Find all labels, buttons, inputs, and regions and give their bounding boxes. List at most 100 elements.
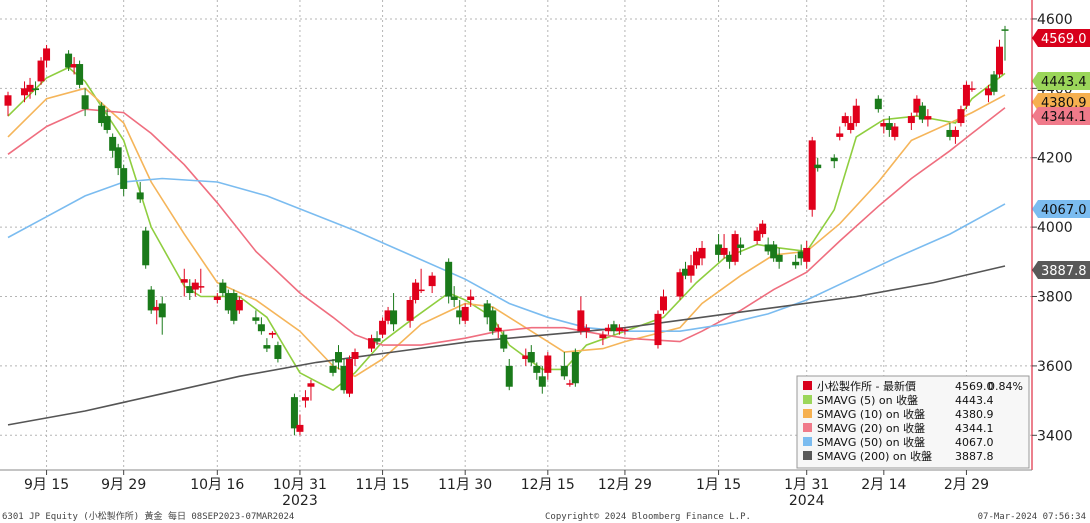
candle-body bbox=[351, 352, 359, 359]
candle-body bbox=[296, 424, 304, 432]
candle bbox=[263, 338, 271, 353]
candle bbox=[191, 279, 199, 297]
ma-line-5 bbox=[7, 265, 1006, 426]
candle bbox=[467, 289, 475, 307]
legend-swatch bbox=[803, 409, 812, 418]
candle bbox=[109, 133, 117, 158]
candle-body bbox=[659, 296, 667, 311]
candle-body bbox=[340, 365, 348, 391]
candle-body bbox=[142, 230, 150, 266]
candle bbox=[290, 393, 298, 436]
x-axis: 9月 15 9月 29 10月 16 10月 31 11月 15 11月 30 12月 15… bbox=[24, 470, 989, 509]
candle-body bbox=[610, 324, 618, 332]
candle bbox=[836, 126, 844, 141]
legend-label: 小松製作所 - 最新價 bbox=[817, 379, 916, 393]
candle bbox=[158, 296, 166, 335]
candle bbox=[544, 352, 552, 380]
ma-line-3 bbox=[7, 107, 1006, 346]
candle-body bbox=[560, 365, 568, 377]
candle-body bbox=[329, 365, 337, 373]
candle-body bbox=[533, 365, 541, 373]
candle-body bbox=[450, 296, 458, 300]
legend-row: SMAVG (5) on 收盤 4443.4 bbox=[803, 393, 994, 407]
candle-body bbox=[764, 244, 772, 252]
price-tag-bg bbox=[1032, 93, 1090, 111]
candle-body bbox=[715, 244, 723, 255]
candle bbox=[257, 317, 265, 335]
candle-body bbox=[384, 310, 392, 321]
legend-label: SMAVG (50) on 收盤 bbox=[817, 435, 925, 449]
candle-body bbox=[522, 355, 530, 359]
y-tick-label: 4200 bbox=[1037, 151, 1073, 167]
candle-body bbox=[70, 64, 78, 68]
candle bbox=[654, 310, 662, 349]
candle bbox=[274, 341, 282, 363]
candle bbox=[792, 254, 800, 269]
legend-value: 4443.4 bbox=[955, 394, 994, 407]
candle bbox=[142, 227, 150, 269]
candle-body bbox=[417, 289, 425, 292]
ma-line-2 bbox=[7, 87, 1006, 378]
footer-ticker: 6301 JP Equity (小松製作所) 黃金 每日 08SEP2023-0… bbox=[2, 510, 294, 522]
candle-body bbox=[489, 310, 497, 332]
candle bbox=[406, 296, 414, 328]
candle bbox=[538, 365, 546, 394]
candle bbox=[957, 105, 965, 127]
candle bbox=[301, 390, 309, 408]
legend-row: SMAVG (10) on 收盤 4380.9 bbox=[803, 407, 994, 421]
candle-body bbox=[252, 317, 260, 321]
candle-body bbox=[571, 352, 579, 384]
footer-timestamp: 07-Mar-2024 07:56:34 bbox=[978, 512, 1086, 522]
candle-body bbox=[483, 303, 491, 318]
candle bbox=[505, 358, 513, 391]
candle-body bbox=[147, 289, 155, 311]
legend: 小松製作所 - 最新價 4569.00.84% SMAVG (5) on 收盤 444… bbox=[796, 375, 1030, 469]
price-tag-bg bbox=[1032, 261, 1090, 279]
candle bbox=[814, 157, 822, 172]
candle bbox=[120, 164, 128, 196]
candle-body bbox=[836, 133, 844, 137]
candle bbox=[340, 358, 348, 394]
candle-body bbox=[263, 345, 271, 349]
candle bbox=[599, 331, 607, 346]
candle-body bbox=[158, 303, 166, 318]
candle bbox=[990, 70, 998, 96]
candle bbox=[32, 81, 40, 96]
candle-body bbox=[577, 310, 585, 332]
candle bbox=[560, 352, 568, 380]
candle bbox=[764, 237, 772, 255]
candle bbox=[615, 324, 623, 335]
candle-body bbox=[445, 261, 453, 297]
candle-body bbox=[698, 247, 706, 259]
candle bbox=[483, 299, 491, 325]
x-tick-label: 1月 15 bbox=[696, 477, 741, 493]
candle bbox=[43, 44, 51, 68]
candle-body bbox=[428, 275, 436, 287]
candle bbox=[235, 296, 243, 314]
legend-value: 3887.8 bbox=[955, 450, 994, 463]
candle bbox=[445, 258, 453, 304]
candle bbox=[428, 272, 436, 294]
legend-box bbox=[796, 375, 1030, 469]
candle-body bbox=[191, 282, 199, 290]
x-year-label: 2024 bbox=[789, 493, 825, 509]
candle-body bbox=[136, 192, 144, 200]
candle-body bbox=[913, 98, 921, 113]
candle-body bbox=[65, 53, 73, 68]
candle bbox=[136, 182, 144, 203]
x-tick-label: 11月 15 bbox=[356, 477, 410, 493]
y-tick-label: 4000 bbox=[1037, 220, 1073, 236]
candle-body bbox=[500, 334, 508, 349]
legend-swatch bbox=[803, 381, 812, 390]
candle bbox=[4, 91, 12, 117]
candle-body bbox=[538, 376, 546, 387]
candle bbox=[951, 126, 959, 144]
price-tag-label: 4344.1 bbox=[1041, 110, 1087, 125]
candle-body bbox=[566, 383, 574, 385]
candle-body bbox=[582, 327, 590, 332]
candle-body bbox=[737, 244, 745, 248]
candle bbox=[230, 289, 238, 325]
candle-body bbox=[693, 251, 701, 266]
candle bbox=[98, 102, 106, 127]
